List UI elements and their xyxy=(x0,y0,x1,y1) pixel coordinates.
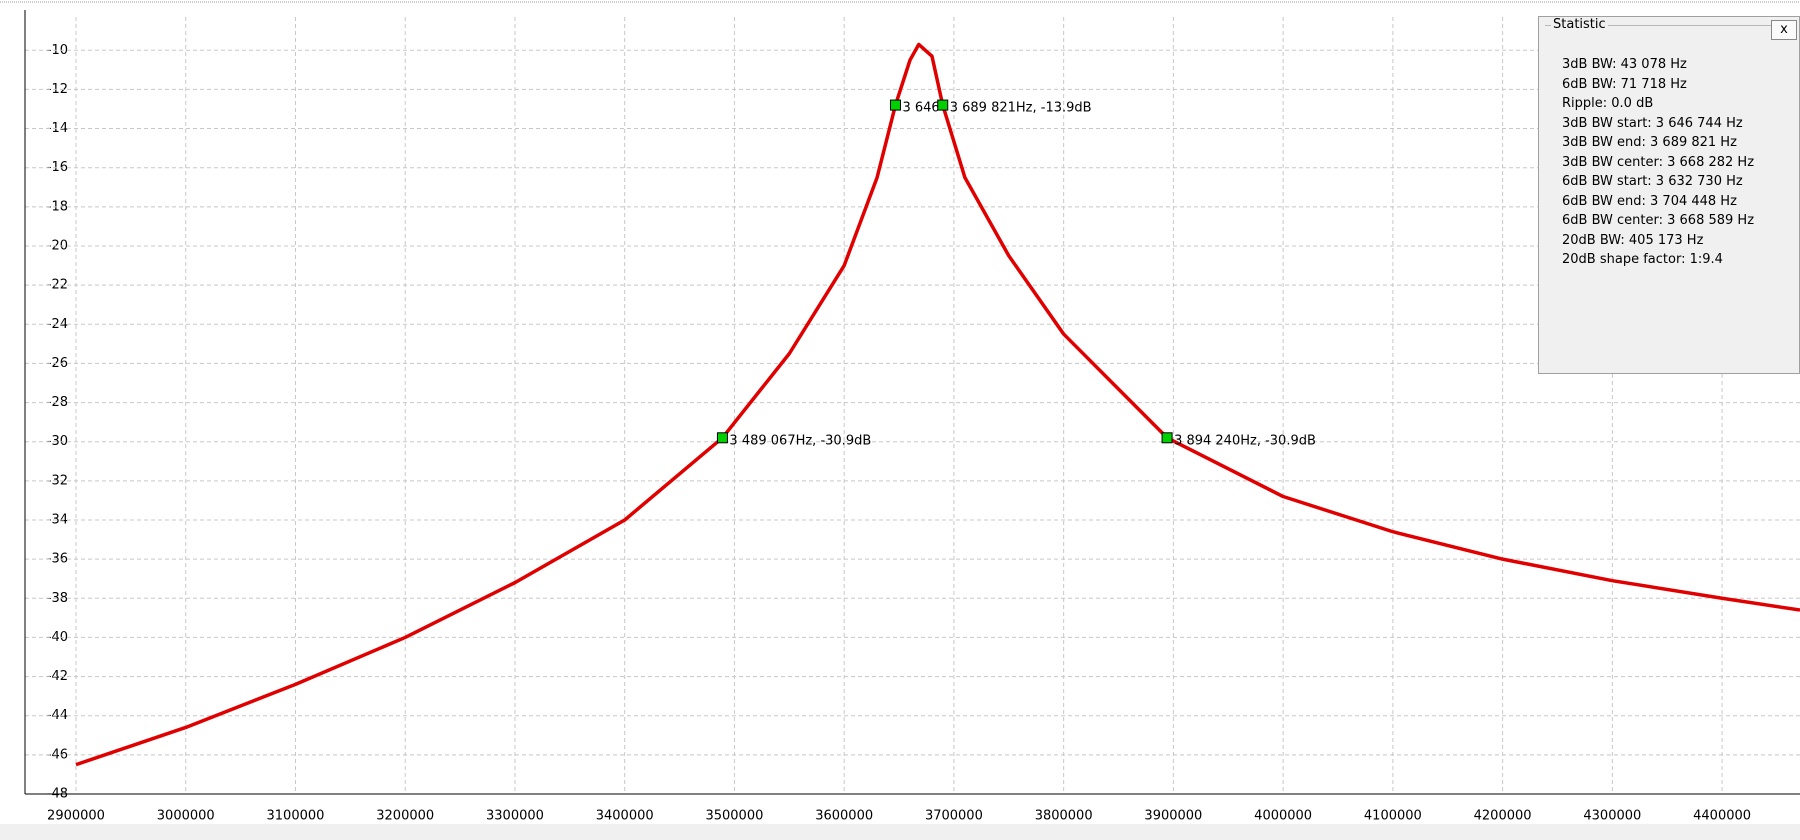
x-tick-label: 3200000 xyxy=(376,809,434,824)
stat-line: 6dB BW end: 3 704 448 Hz xyxy=(1562,193,1737,209)
y-tick-label: -26 xyxy=(47,356,68,371)
panel-title: Statistic xyxy=(1551,17,1608,32)
stat-line: 6dB BW center: 3 668 589 Hz xyxy=(1562,213,1755,228)
stat-line: 20dB BW: 405 173 Hz xyxy=(1562,232,1704,248)
marker-label: 3 646 xyxy=(902,101,939,116)
y-tick-label: -12 xyxy=(47,82,68,97)
y-tick-label: -42 xyxy=(47,669,68,684)
stat-line: 3dB BW start: 3 646 744 Hz xyxy=(1562,115,1743,131)
y-tick-label: -22 xyxy=(47,278,68,293)
marker xyxy=(716,432,728,444)
close-button[interactable]: x xyxy=(1771,20,1797,40)
x-tick-label: 4400000 xyxy=(1693,809,1751,824)
panel-frame xyxy=(1545,25,1779,26)
x-tick-label: 3900000 xyxy=(1144,809,1202,824)
y-tick-label: -24 xyxy=(47,317,68,332)
stat-line: 6dB BW: 71 718 Hz xyxy=(1562,76,1687,92)
stat-line: 3dB BW: 43 078 Hz xyxy=(1562,57,1687,72)
y-tick-label: -40 xyxy=(47,630,68,645)
y-tick-label: -20 xyxy=(47,238,68,253)
marker xyxy=(889,99,901,111)
x-tick-label: 3800000 xyxy=(1035,809,1093,824)
x-tick-label: 3700000 xyxy=(925,809,983,824)
y-tick-label: -18 xyxy=(47,199,68,214)
y-tick-label: -30 xyxy=(47,434,68,449)
x-tick-label: 4100000 xyxy=(1364,809,1422,824)
x-tick-label: 3100000 xyxy=(267,809,325,824)
y-tick-label: -46 xyxy=(47,747,68,762)
status-strip xyxy=(0,824,1800,840)
y-tick-label: -32 xyxy=(47,473,68,488)
marker-label: 3 894 240Hz, -30.9dB xyxy=(1174,433,1316,448)
x-tick-label: 2900000 xyxy=(47,809,105,824)
y-tick-label: -10 xyxy=(47,43,68,58)
stat-line: 3dB BW center: 3 668 282 Hz xyxy=(1562,154,1755,170)
grid: -10 -12 -14 -16 -18 -20 -22 -24 -26 -28 -30 -32 -34 -… xyxy=(25,17,1800,824)
marker-label: 3 489 067Hz, -30.9dB xyxy=(729,433,871,448)
x-tick-label: 3400000 xyxy=(596,809,654,824)
stat-line: 3dB BW end: 3 689 821 Hz xyxy=(1562,135,1737,150)
stat-line: 20dB shape factor: 1:9.4 xyxy=(1562,252,1723,267)
stat-line: Ripple: 0.0 dB xyxy=(1562,96,1654,111)
x-tick-label: 3500000 xyxy=(705,809,763,824)
marker-label: 3 689 821Hz, -13.9dB xyxy=(950,101,1092,116)
y-tick-label: -36 xyxy=(47,552,68,567)
x-tick-label: 4300000 xyxy=(1583,809,1641,824)
y-tick-label: -28 xyxy=(47,395,68,410)
x-tick-label: 4200000 xyxy=(1474,809,1532,824)
line xyxy=(75,42,1800,767)
x-tick-label: 3600000 xyxy=(815,809,873,824)
y-tick-label: -44 xyxy=(47,708,68,723)
y-tick-label: -14 xyxy=(47,121,68,136)
x-tick-label: 4000000 xyxy=(1254,809,1312,824)
y-tick-label: -38 xyxy=(47,591,68,606)
y-tick-label: -16 xyxy=(47,160,68,175)
plot: 3 646 3 689 821Hz, -13.9dB 3 489 067Hz, -3… xyxy=(75,42,1800,767)
x-tick-label: 3000000 xyxy=(157,809,215,824)
marker xyxy=(937,99,949,111)
stat-line: 6dB BW start: 3 632 730 Hz xyxy=(1562,174,1743,189)
y-tick-label: -34 xyxy=(47,512,68,527)
marker xyxy=(1161,432,1173,444)
x-tick-label: 3300000 xyxy=(486,809,544,824)
statistic-panel: Statistic x 3dB BW: 43 078 Hz 6dB BW: 71 … xyxy=(1538,16,1800,374)
